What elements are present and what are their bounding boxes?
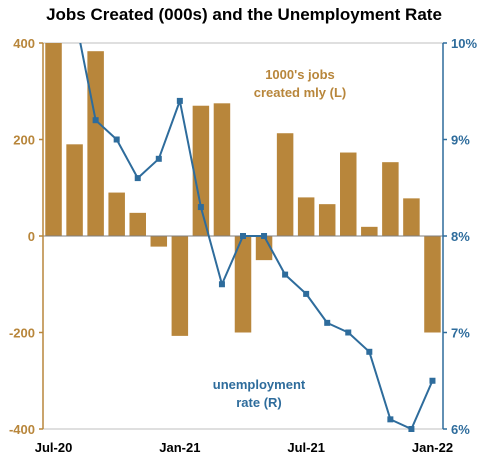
left-tick-label: -400 [9, 422, 35, 437]
line-layer [79, 43, 436, 432]
bar-Jul-20 [45, 43, 62, 236]
bar-Sep-21 [340, 152, 357, 236]
right-tick-label: 9% [451, 133, 470, 148]
x-tick-label: Jul-21 [287, 440, 325, 455]
right-tick-label: 6% [451, 422, 470, 437]
unemployment-point-Oct-21 [366, 348, 373, 355]
bar-Jan-22 [424, 236, 441, 333]
bar-Nov-20 [129, 212, 146, 236]
bar-series-label-line-1: 1000's jobs [265, 67, 335, 82]
unemployment-point-Jun-21 [282, 271, 289, 278]
unemployment-point-Jan-22 [429, 377, 436, 384]
left-axis-ticks: 400 200 0 -200 -400 [9, 36, 43, 437]
line-series-label-line-1: unemployment [213, 377, 306, 392]
right-axis-ticks: 10% 9% 8% 7% 6% [443, 36, 477, 437]
unemployment-point-Feb-21 [197, 204, 204, 211]
unemployment-point-Mar-21 [218, 281, 225, 288]
x-tick-label: Jan-21 [159, 440, 200, 455]
bar-Feb-21 [192, 105, 210, 236]
bar-Oct-21 [361, 226, 378, 236]
left-tick-label: 0 [28, 229, 35, 244]
bar-Jan-21 [171, 236, 189, 336]
bar-Sep-20 [87, 51, 104, 237]
unemployment-point-Aug-21 [324, 319, 331, 326]
x-axis-ticks: Jul-20 Jan-21 Jul-21 Jan-22 [35, 440, 453, 455]
bar-Dec-21 [403, 198, 420, 236]
left-tick-label: 400 [13, 36, 35, 51]
unemployment-point-Nov-21 [387, 416, 394, 423]
unemployment-point-Sep-20 [92, 117, 99, 124]
unemployment-point-Nov-20 [134, 175, 141, 182]
left-tick-label: -200 [9, 326, 35, 341]
bar-Jul-21 [297, 197, 315, 236]
line-series-label-line-2: rate (R) [236, 395, 282, 410]
bar-Aug-20 [66, 144, 83, 236]
right-tick-label: 7% [451, 326, 470, 341]
bar-Oct-20 [108, 192, 125, 236]
right-tick-label: 10% [451, 36, 477, 51]
unemployment-point-Apr-21 [240, 233, 246, 239]
bar-Dec-20 [150, 236, 168, 247]
bar-Mar-21 [213, 103, 231, 236]
unemployment-point-Dec-21 [408, 426, 415, 432]
unemployment-point-May-21 [261, 233, 268, 239]
bar-Nov-21 [382, 162, 399, 236]
x-tick-label: Jul-20 [35, 440, 73, 455]
chart-title: Jobs Created (000s) and the Unemployment… [46, 5, 442, 24]
right-tick-label: 8% [451, 229, 470, 244]
bar-series-label-line-2: created mly (L) [254, 85, 346, 100]
bar-Aug-21 [318, 204, 336, 236]
unemployment-point-Sep-21 [345, 329, 352, 336]
unemployment-point-Dec-20 [155, 155, 162, 162]
bars-layer [45, 43, 441, 336]
left-tick-label: 200 [13, 133, 35, 148]
bar-Jun-21 [276, 133, 294, 236]
unemployment-point-Jan-21 [176, 97, 183, 104]
unemployment-point-Jul-21 [303, 290, 310, 297]
unemployment-point-Oct-20 [113, 136, 120, 143]
x-tick-label: Jan-22 [412, 440, 453, 455]
bar-Apr-21 [234, 236, 252, 333]
